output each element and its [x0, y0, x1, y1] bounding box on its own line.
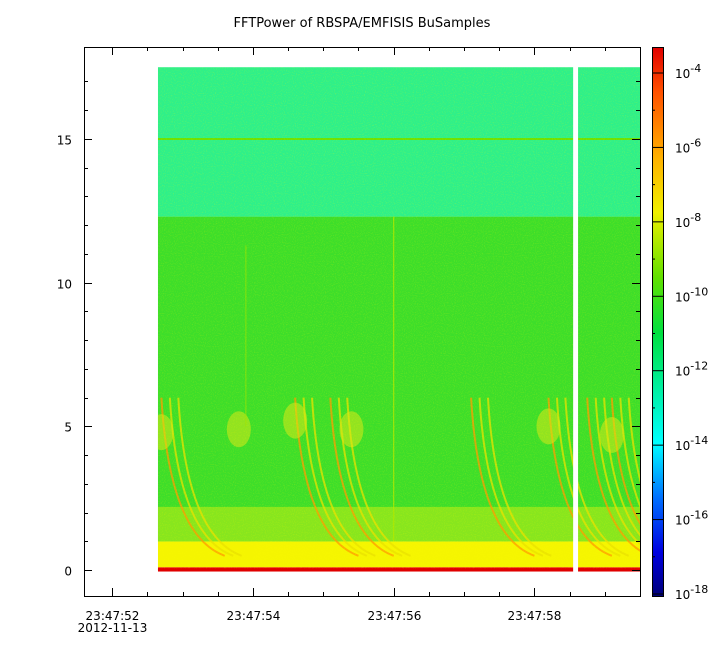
data-gap — [573, 66, 579, 575]
colorbar-label-0: 10-4 — [675, 62, 701, 81]
x-tick-label-0: 23:47:52 — [86, 609, 140, 623]
y-axis: 0 5 10 15 — [57, 81, 640, 579]
x-tick-label-1: 23:47:54 — [227, 609, 281, 623]
colorbar-label-2: 10-8 — [675, 211, 701, 230]
chart-title: FFTPower of RBSPA/EMFISIS BuSamples — [233, 16, 491, 31]
colorbar — [652, 47, 664, 597]
colorbar-label-6: 10-16 — [675, 509, 708, 528]
colorbar-label-5: 10-14 — [675, 434, 708, 453]
spectrogram-image — [157, 66, 640, 575]
y-tick-label-1: 5 — [64, 421, 72, 435]
speckle-noise — [157, 67, 640, 571]
plot-frame — [84, 47, 641, 597]
x-tick-date-label: 2012-11-13 — [78, 621, 148, 635]
colorbar-label-1: 10-6 — [675, 136, 701, 155]
colorbar-label-7: 10-18 — [675, 583, 708, 602]
x-tick-label-2: 23:47:56 — [368, 609, 422, 623]
spectrogram-data — [157, 67, 640, 572]
x-tick-label-3: 23:47:58 — [508, 609, 562, 623]
y-tick-label-0: 0 — [64, 565, 72, 579]
colorbar-label-3: 10-10 — [675, 285, 708, 304]
y-tick-label-3: 15 — [57, 134, 72, 148]
y-tick-label-2: 10 — [57, 278, 72, 292]
colorbar-label-4: 10-12 — [675, 360, 708, 379]
colorbar-axis: 10-4 10-6 10-8 10-10 10-12 10-14 10-16 10-18 — [652, 62, 708, 602]
